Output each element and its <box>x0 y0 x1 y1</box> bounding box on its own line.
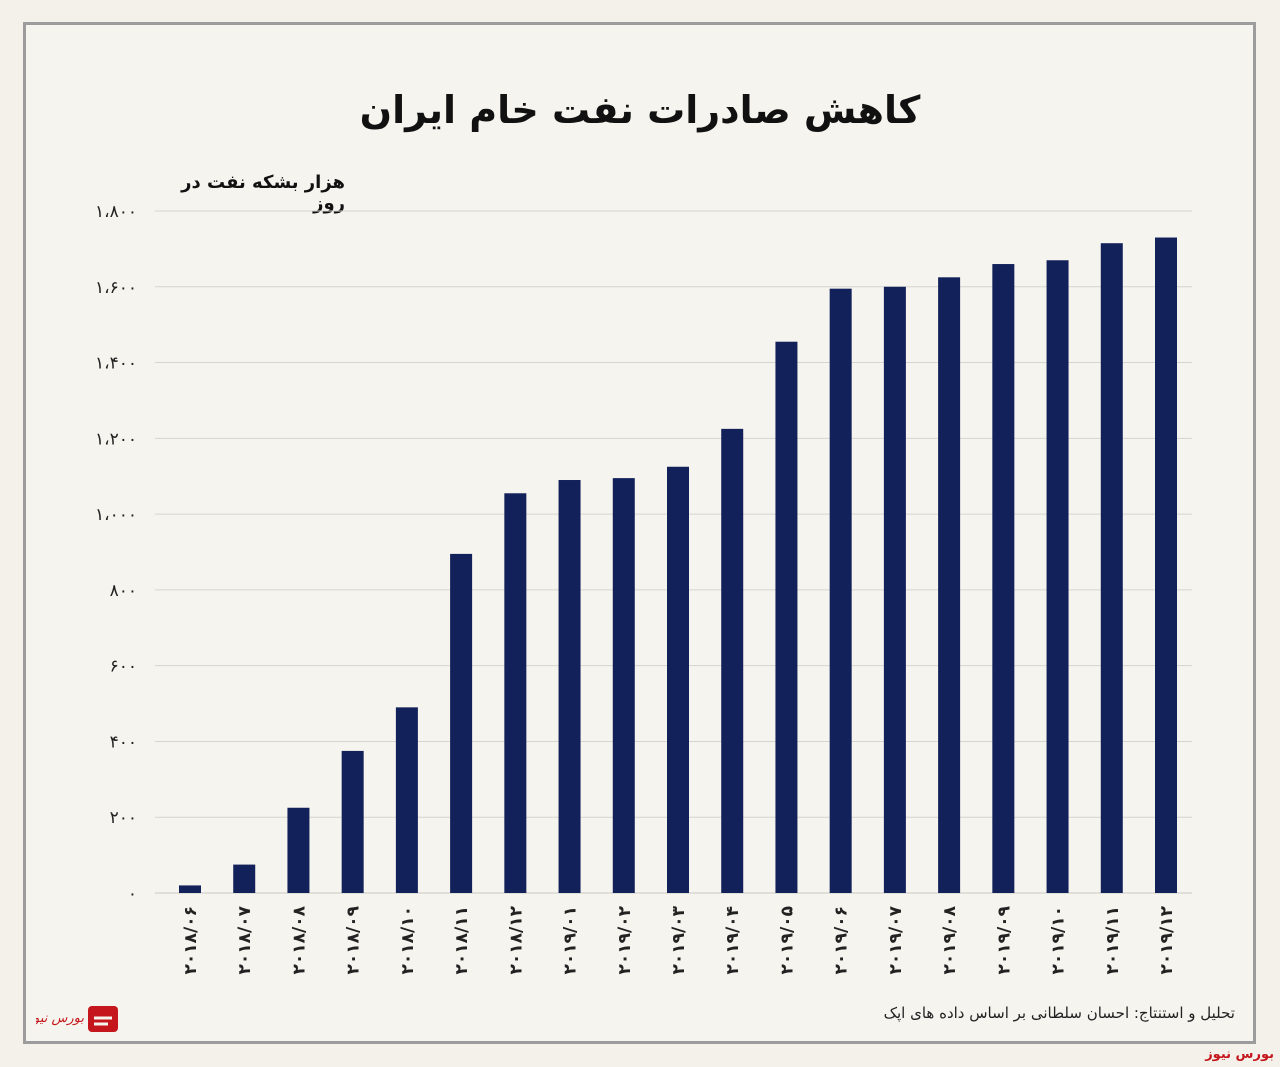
x-tick-label: ۲۰۱۹/۰۸ <box>940 905 960 974</box>
y-tick-label: ۰ <box>128 884 137 904</box>
x-tick-label: ۲۰۱۹/۰۵ <box>777 906 797 974</box>
bar <box>341 750 364 893</box>
x-tick-label: ۲۰۱۸/۰۶ <box>181 906 201 974</box>
x-tick-label: ۲۰۱۹/۰۷ <box>886 905 906 974</box>
x-tick-label: ۲۰۱۸/۱۰ <box>398 906 418 974</box>
bar <box>1100 243 1123 893</box>
y-tick-label: ۱،۰۰۰ <box>95 505 137 525</box>
source-note: تحلیل و استنتاج: احسان سلطانی بر اساس دا… <box>883 1004 1235 1022</box>
bar <box>558 480 581 893</box>
x-axis-ticks: ۲۰۱۸/۰۶ ۲۰۱۸/۰۷ ۲۰۱۸/۰۸ ۲۰۱۸/۰۹ ۲۰۱۸/۱۰ ۲۰۱۸/… <box>181 905 1177 974</box>
bar <box>450 553 473 893</box>
x-tick-label: ۲۰۱۸/۰۹ <box>344 905 364 974</box>
bar <box>179 885 201 893</box>
bar <box>883 286 906 893</box>
bar <box>233 864 256 893</box>
y-tick-label: ۱،۸۰۰ <box>95 202 137 222</box>
bar <box>721 428 744 893</box>
x-tick-label: ۲۰۱۹/۰۱ <box>561 906 581 974</box>
x-tick-label: ۲۰۱۹/۱۰ <box>1049 906 1069 974</box>
x-tick-label: ۲۰۱۸/۰۸ <box>289 905 309 974</box>
bar <box>1046 260 1069 893</box>
bar <box>504 493 527 893</box>
news-logo: بورس نیوز <box>25 998 122 1036</box>
y-tick-label: ۸۰۰ <box>110 581 137 601</box>
bar <box>992 264 1015 893</box>
bar <box>829 288 852 893</box>
y-axis-unit-label: هزار بشکه نفت در روز <box>181 172 345 214</box>
x-tick-label: ۲۰۱۹/۰۹ <box>994 905 1014 974</box>
bar <box>775 341 798 893</box>
x-tick-label: ۲۰۱۹/۱۲ <box>1157 905 1177 974</box>
x-tick-label: ۲۰۱۹/۰۴ <box>723 906 743 974</box>
bar <box>1155 237 1177 893</box>
y-tick-label: ۱،۴۰۰ <box>95 354 137 374</box>
bar <box>612 478 635 893</box>
y-tick-label: ۶۰۰ <box>110 657 137 677</box>
logo-text: بورس نیوز <box>36 1011 84 1026</box>
x-tick-label: ۲۰۱۹/۰۲ <box>615 905 635 974</box>
x-tick-label: ۲۰۱۹/۰۳ <box>669 905 689 974</box>
bars <box>179 237 1177 893</box>
brand-watermark: بورس نیوز <box>1205 1047 1274 1062</box>
y-tick-label: ۱،۶۰۰ <box>95 278 137 298</box>
y-axis-ticks: ۰ ۲۰۰ ۴۰۰ ۶۰۰ ۸۰۰ ۱،۰۰۰ ۱،۲۰۰ ۱،۴۰۰ ۱،۶۰۰ ۱،۸۰۰ <box>95 202 137 904</box>
bar <box>287 807 310 893</box>
x-tick-label: ۲۰۱۸/۰۷ <box>235 905 255 974</box>
y-tick-label: ۴۰۰ <box>110 732 137 752</box>
x-tick-label: ۲۰۱۹/۰۶ <box>832 906 852 974</box>
y-tick-label: ۱،۲۰۰ <box>95 429 137 449</box>
x-tick-label: ۲۰۱۸/۱۲ <box>506 905 526 974</box>
x-tick-label: ۲۰۱۹/۱۱ <box>1103 906 1123 974</box>
chart-title: کاهش صادرات نفت خام ایران <box>359 88 921 132</box>
bar <box>667 466 689 893</box>
bar <box>395 707 418 893</box>
bar <box>938 277 961 893</box>
y-tick-label: ۲۰۰ <box>110 808 137 828</box>
x-tick-label: ۲۰۱۸/۱۱ <box>452 906 472 974</box>
